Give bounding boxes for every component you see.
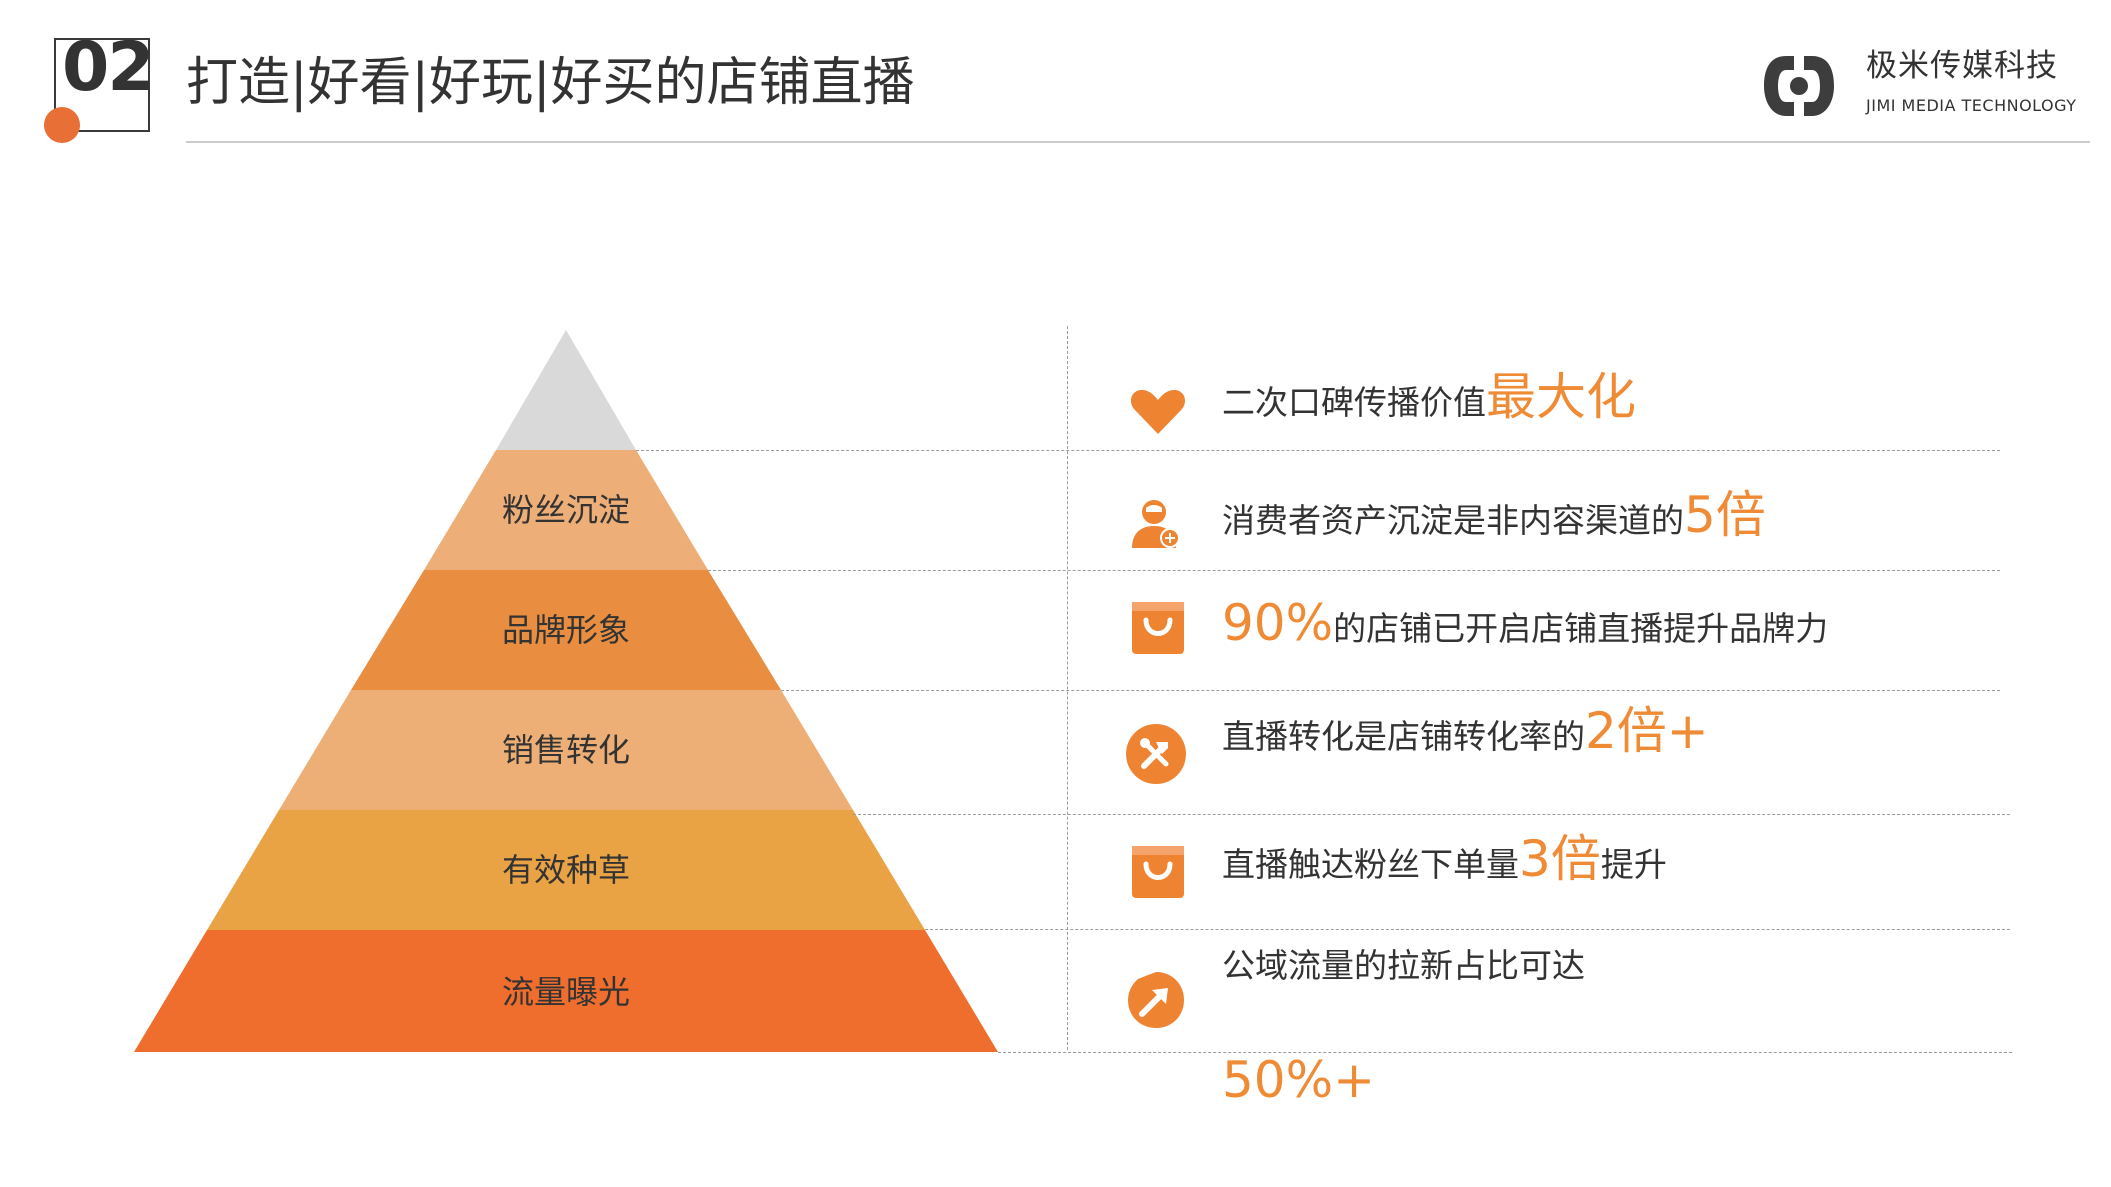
pyramid-label-seeding: 有效种草 [501,851,630,889]
row-divider-4 [853,814,2010,815]
growth-arrow-icon [1128,972,1184,1028]
row-1-text: 二次口碑传播价值最大化 [1222,372,1636,423]
pyramid-tier-1 [424,450,708,570]
row-divider-1 [636,450,2000,451]
row-6-text-pre: 公域流量的拉新占比可达 [1222,946,1585,985]
pyramid-tier-4 [207,810,925,930]
header-divider [186,141,2090,143]
row-1-text-pre: 二次口碑传播价值 [1222,383,1486,422]
brand-logo-icon [1764,56,1834,116]
vertical-divider [1067,326,1068,1050]
row-divider-2 [708,570,2000,571]
shopping-bag-icon [1132,846,1184,898]
pyramid-label-brand: 品牌形象 [501,611,630,649]
row-4-text: 直播转化是店铺转化率的2倍+ [1222,706,1709,757]
row-4-highlight: 2倍+ [1585,702,1709,760]
accent-dot [44,107,80,143]
section-number-frame [54,38,150,132]
pyramid-label-fans: 粉丝沉淀 [501,491,630,529]
row-divider-6 [998,1052,2012,1053]
pyramid-tier-apex [496,330,636,450]
page-title: 打造|好看|好玩|好买的店铺直播 [186,53,915,113]
section-number: 02 [62,28,155,107]
row-3-highlight: 90% [1222,594,1334,652]
row-6-text: 公域流量的拉新占比可达 [1222,946,1585,986]
row-3-text-post: 的店铺已开启店铺直播提升品牌力 [1333,609,1829,648]
user-add-icon [1132,500,1180,548]
shopping-bag-icon [1132,602,1184,654]
row-6-highlight: 50%+ [1222,1051,1376,1109]
row-2-text: 消费者资产沉淀是非内容渠道的5倍 [1222,490,1766,541]
row-4-text-pre: 直播转化是店铺转化率的 [1222,717,1585,756]
row-divider-3 [781,690,2000,691]
row-2-highlight: 5倍 [1684,486,1766,544]
row-5-text-post: 提升 [1600,845,1667,884]
row-1-highlight: 最大化 [1486,368,1636,426]
row-2-text-pre: 消费者资产沉淀是非内容渠道的 [1222,501,1684,540]
pyramid-label-sales: 销售转化 [501,731,630,769]
row-3-text: 90%的店铺已开启店铺直播提升品牌力 [1222,598,1828,649]
pyramid-label-traffic: 流量曝光 [501,973,630,1011]
row-divider-5 [925,929,2010,930]
pyramid-tier-5 [134,930,998,1052]
brand-name-cn: 极米传媒科技 [1866,48,2058,84]
brand-name-en: JIMI MEDIA TECHNOLOGY [1866,96,2077,115]
pyramid-tier-2 [351,570,781,690]
row-5-text-pre: 直播触达粉丝下单量 [1222,845,1519,884]
tools-icon [1126,724,1186,784]
row-5-text: 直播触达粉丝下单量3倍提升 [1222,834,1667,885]
pyramid-tier-3 [279,690,853,810]
row-5-highlight: 3倍 [1519,830,1601,888]
heart-icon [1130,390,1186,434]
